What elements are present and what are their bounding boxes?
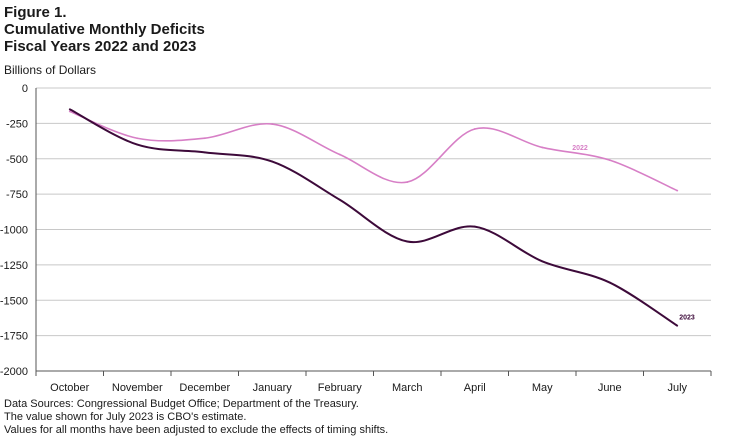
x-tick-label: December: [179, 382, 230, 394]
x-tick-label: November: [112, 382, 163, 394]
y-tick-label: -1250: [0, 260, 28, 272]
data-point-2022: [473, 128, 476, 130]
data-point-2022: [68, 110, 71, 113]
y-tick-label: 0: [22, 83, 28, 95]
data-point-2022: [338, 153, 341, 156]
data-point-2022: [136, 137, 139, 140]
x-tick-label: October: [50, 382, 89, 394]
y-axis-label: Billions of Dollars: [4, 63, 97, 77]
series-line-2023: [69, 108, 678, 327]
series-label-2022: 2022: [572, 145, 588, 152]
y-tick-label: -250: [6, 118, 28, 130]
series-label-2023: 2023: [679, 315, 695, 322]
data-point-2022: [271, 123, 274, 125]
data-point-2023: [271, 160, 274, 163]
data-point-2022: [676, 189, 679, 192]
data-point-2023: [68, 108, 71, 111]
source-notes: Data Sources: Congressional Budget Offic…: [4, 398, 388, 437]
chart-title-line-2: Fiscal Years 2022 and 2023: [4, 38, 197, 55]
data-point-2022: [406, 181, 409, 183]
y-tick-label: -500: [6, 154, 28, 166]
data-point-2022: [203, 137, 206, 140]
data-point-2023: [136, 143, 139, 146]
chart-title-line-1: Cumulative Monthly Deficits: [4, 21, 205, 38]
data-point-2022: [541, 146, 544, 149]
note-timing: Values for all months have been adjusted…: [4, 424, 389, 436]
x-tick-label: June: [598, 382, 622, 394]
y-tick-label: -1000: [0, 225, 28, 237]
x-tick-label: May: [532, 382, 553, 394]
x-tick-label: March: [392, 382, 423, 394]
x-tick-label: April: [464, 382, 486, 394]
data-point-2023: [338, 198, 341, 201]
data-point-2023: [406, 240, 409, 243]
data-point-2023: [676, 324, 679, 327]
data-point-2023: [541, 260, 544, 263]
series-line-2022: [69, 110, 678, 192]
data-point-2023: [608, 281, 611, 284]
title-block: Figure 1. Cumulative Monthly Deficits Fi…: [4, 4, 205, 55]
y-tick-label: -2000: [0, 366, 28, 378]
x-tick-label: January: [253, 382, 293, 394]
data-point-2022: [608, 159, 611, 162]
note-estimate: The value shown for July 2023 is CBO's e…: [4, 411, 247, 423]
y-tick-label: -1500: [0, 295, 28, 307]
y-tick-label: -1750: [0, 331, 28, 343]
data-point-2023: [203, 151, 206, 154]
note-sources: Data Sources: Congressional Budget Offic…: [4, 398, 359, 410]
figure-label: Figure 1.: [4, 4, 67, 21]
x-tick-label: July: [667, 382, 687, 394]
data-point-2023: [473, 225, 476, 228]
x-tick-label: February: [318, 382, 363, 394]
y-tick-label: -750: [6, 189, 28, 201]
